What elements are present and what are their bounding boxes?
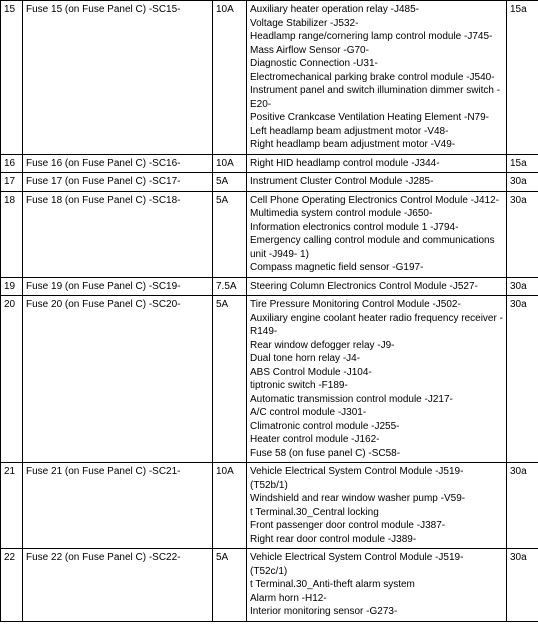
detail-line: Fuse 58 (on fuse panel C) -SC58- xyxy=(250,447,503,461)
table-row: 15Fuse 15 (on Fuse Panel C) -SC15-10AAux… xyxy=(1,1,538,155)
amperage: 10A xyxy=(213,1,247,155)
detail-line: Voltage Stabilizer -J532- xyxy=(250,17,503,31)
detail-line: Front passenger door control module -J38… xyxy=(250,519,503,533)
detail-line: Right headlamp beam adjustment motor -V4… xyxy=(250,138,503,152)
table-row: 19Fuse 19 (on Fuse Panel C) -SC19-7.5ASt… xyxy=(1,277,538,296)
amperage: 7.5A xyxy=(213,277,247,296)
fuse-description: Fuse 17 (on Fuse Panel C) -SC17- xyxy=(23,173,213,192)
detail-line: Climatronic control module -J255- xyxy=(250,420,503,434)
fuse-description: Fuse 21 (on Fuse Panel C) -SC21- xyxy=(23,463,213,549)
row-number: 19 xyxy=(1,277,23,296)
table-row: 17Fuse 17 (on Fuse Panel C) -SC17-5AInst… xyxy=(1,173,538,192)
details-cell: Steering Column Electronics Control Modu… xyxy=(247,277,507,296)
reference: 30a xyxy=(507,173,538,192)
detail-line: Rear window defogger relay -J9- xyxy=(250,339,503,353)
detail-line: t Terminal.30_Central locking xyxy=(250,506,503,520)
detail-line: Left headlamp beam adjustment motor -V48… xyxy=(250,125,503,139)
detail-line: t Terminal.30_Anti-theft alarm system xyxy=(250,578,503,592)
detail-line: Diagnostic Connection -U31- xyxy=(250,57,503,71)
table-row: 22Fuse 22 (on Fuse Panel C) -SC22-5AVehi… xyxy=(1,549,538,622)
table-row: 21Fuse 21 (on Fuse Panel C) -SC21-10AVeh… xyxy=(1,463,538,549)
detail-line: Alarm horn -H12- xyxy=(250,592,503,606)
row-number: 16 xyxy=(1,154,23,173)
detail-line: Multimedia system control module -J650- xyxy=(250,207,503,221)
reference: 30a xyxy=(507,549,538,622)
detail-line: Steering Column Electronics Control Modu… xyxy=(250,280,503,294)
detail-line: Auxiliary engine coolant heater radio fr… xyxy=(250,312,503,339)
detail-line: Mass Airflow Sensor -G70- xyxy=(250,44,503,58)
detail-line: Instrument panel and switch illumination… xyxy=(250,84,503,111)
row-number: 21 xyxy=(1,463,23,549)
detail-line: Electromechanical parking brake control … xyxy=(250,71,503,85)
detail-line: Vehicle Electrical System Control Module… xyxy=(250,465,503,492)
amperage: 10A xyxy=(213,154,247,173)
detail-line: Auxiliary heater operation relay -J485- xyxy=(250,3,503,17)
detail-line: Right HID headlamp control module -J344- xyxy=(250,157,503,171)
detail-line: Instrument Cluster Control Module -J285- xyxy=(250,175,503,189)
fuse-table: 15Fuse 15 (on Fuse Panel C) -SC15-10AAux… xyxy=(0,0,538,622)
row-number: 17 xyxy=(1,173,23,192)
detail-line: Tire Pressure Monitoring Control Module … xyxy=(250,298,503,312)
reference: 30a xyxy=(507,191,538,277)
fuse-description: Fuse 19 (on Fuse Panel C) -SC19- xyxy=(23,277,213,296)
fuse-description: Fuse 22 (on Fuse Panel C) -SC22- xyxy=(23,549,213,622)
fuse-description: Fuse 20 (on Fuse Panel C) -SC20- xyxy=(23,296,213,463)
detail-line: Windshield and rear window washer pump -… xyxy=(250,492,503,506)
detail-line: Headlamp range/cornering lamp control mo… xyxy=(250,30,503,44)
table-row: 16Fuse 16 (on Fuse Panel C) -SC16-10ARig… xyxy=(1,154,538,173)
detail-line: Heater control module -J162- xyxy=(250,433,503,447)
details-cell: Right HID headlamp control module -J344- xyxy=(247,154,507,173)
details-cell: Instrument Cluster Control Module -J285- xyxy=(247,173,507,192)
details-cell: Tire Pressure Monitoring Control Module … xyxy=(247,296,507,463)
details-cell: Cell Phone Operating Electronics Control… xyxy=(247,191,507,277)
fuse-description: Fuse 16 (on Fuse Panel C) -SC16- xyxy=(23,154,213,173)
row-number: 22 xyxy=(1,549,23,622)
detail-line: tiptronic switch -F189- xyxy=(250,379,503,393)
detail-line: Right rear door control module -J389- xyxy=(250,533,503,547)
amperage: 10A xyxy=(213,463,247,549)
amperage: 5A xyxy=(213,173,247,192)
reference: 30a xyxy=(507,296,538,463)
details-cell: Auxiliary heater operation relay -J485-V… xyxy=(247,1,507,155)
detail-line: Compass magnetic field sensor -G197- xyxy=(250,261,503,275)
amperage: 5A xyxy=(213,191,247,277)
reference: 30a xyxy=(507,463,538,549)
detail-line: ABS Control Module -J104- xyxy=(250,366,503,380)
table-row: 18Fuse 18 (on Fuse Panel C) -SC18-5ACell… xyxy=(1,191,538,277)
detail-line: Automatic transmission control module -J… xyxy=(250,393,503,407)
detail-line: Information electronics control module 1… xyxy=(250,221,503,235)
table-row: 20Fuse 20 (on Fuse Panel C) -SC20-5ATire… xyxy=(1,296,538,463)
details-cell: Vehicle Electrical System Control Module… xyxy=(247,549,507,622)
details-cell: Vehicle Electrical System Control Module… xyxy=(247,463,507,549)
detail-line: Dual tone horn relay -J4- xyxy=(250,352,503,366)
detail-line: Emergency calling control module and com… xyxy=(250,234,503,261)
row-number: 15 xyxy=(1,1,23,155)
detail-line: Positive Crankcase Ventilation Heating E… xyxy=(250,111,503,125)
detail-line: A/C control module -J301- xyxy=(250,406,503,420)
fuse-description: Fuse 15 (on Fuse Panel C) -SC15- xyxy=(23,1,213,155)
amperage: 5A xyxy=(213,296,247,463)
reference: 15a xyxy=(507,154,538,173)
row-number: 18 xyxy=(1,191,23,277)
amperage: 5A xyxy=(213,549,247,622)
detail-line: Vehicle Electrical System Control Module… xyxy=(250,551,503,578)
reference: 30a xyxy=(507,277,538,296)
reference: 15a xyxy=(507,1,538,155)
detail-line: Interior monitoring sensor -G273- xyxy=(250,605,503,619)
detail-line: Cell Phone Operating Electronics Control… xyxy=(250,194,503,208)
fuse-description: Fuse 18 (on Fuse Panel C) -SC18- xyxy=(23,191,213,277)
row-number: 20 xyxy=(1,296,23,463)
